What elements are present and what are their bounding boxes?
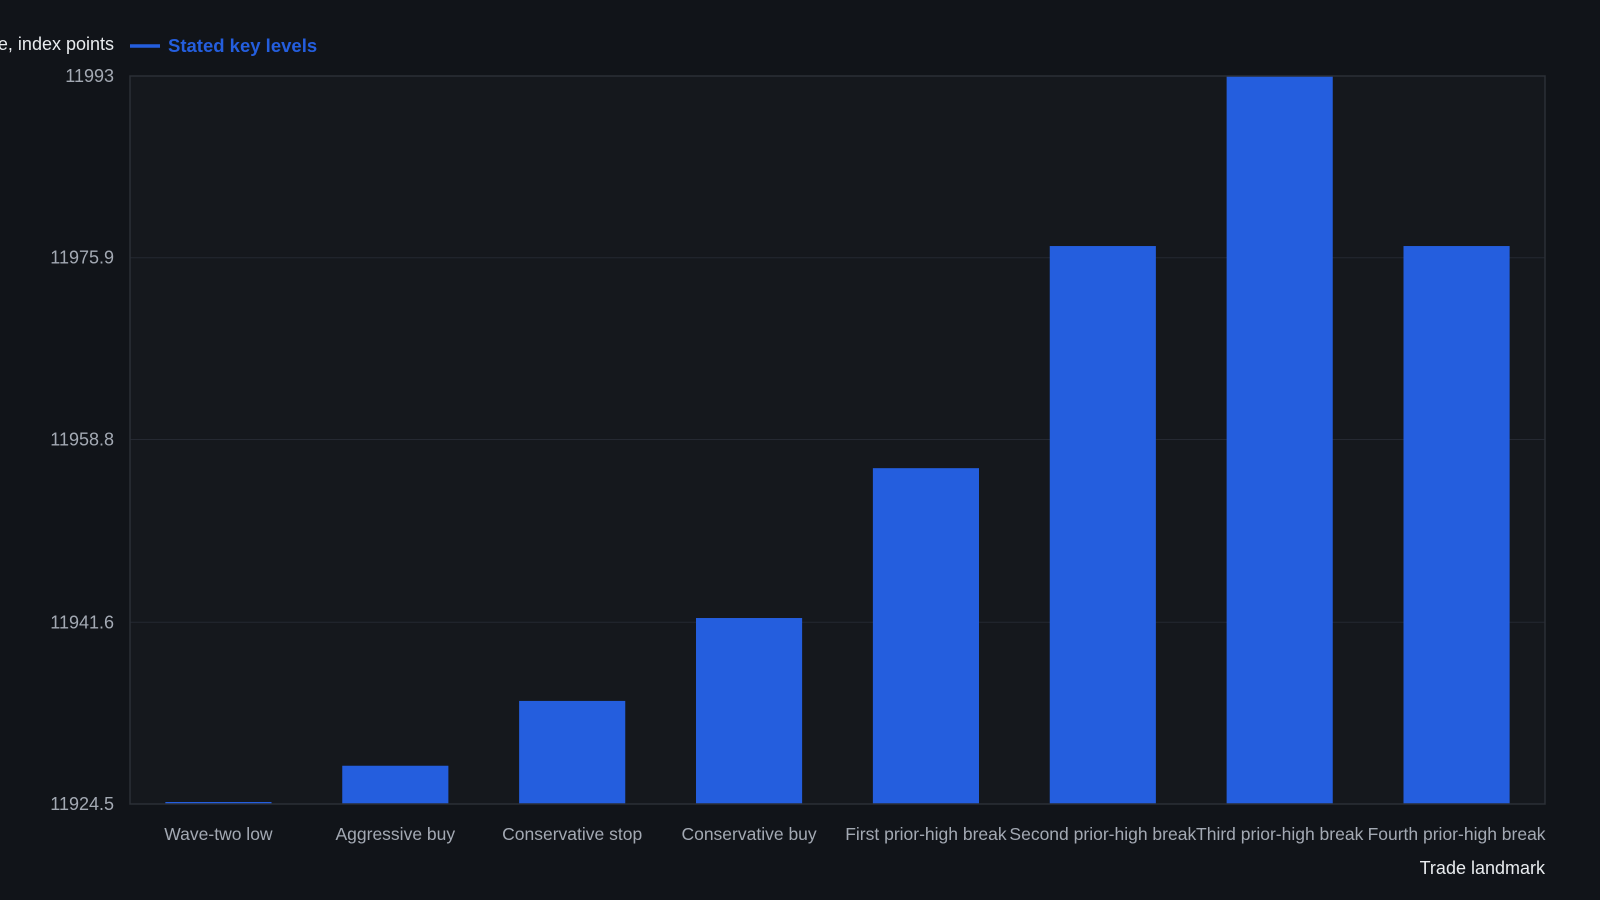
plot-area bbox=[129, 75, 1546, 805]
x-tick-label: Fourth prior-high break bbox=[1368, 824, 1546, 844]
x-tick-label: Aggressive buy bbox=[335, 824, 455, 844]
x-tick-label: Third prior-high break bbox=[1196, 824, 1364, 844]
x-axis-title: Trade landmark bbox=[1420, 858, 1546, 878]
x-tick-label: Second prior-high break bbox=[1009, 824, 1196, 844]
y-tick-label: 11924.5 bbox=[50, 794, 114, 814]
bar[interactable] bbox=[1226, 76, 1333, 804]
plot-border bbox=[129, 75, 1546, 805]
bar[interactable] bbox=[696, 618, 803, 804]
x-tick-label: Wave-two low bbox=[164, 824, 273, 844]
legend-label: Stated key levels bbox=[168, 35, 317, 56]
bar[interactable] bbox=[342, 765, 449, 804]
y-axis-tick-labels: 11924.5 11941.6 11958.8 11975.9 11993 bbox=[50, 66, 114, 814]
bar[interactable] bbox=[519, 700, 626, 804]
y-tick-label: 11941.6 bbox=[50, 612, 114, 632]
y-tick-label: 11975.9 bbox=[50, 248, 114, 268]
bar[interactable] bbox=[1049, 246, 1156, 804]
y-axis-title: Price, index points bbox=[0, 34, 114, 54]
bar[interactable] bbox=[872, 468, 979, 804]
legend[interactable]: Stated key levels bbox=[130, 35, 317, 56]
x-tick-label: Conservative buy bbox=[681, 824, 816, 844]
x-axis-tick-labels: Wave-two low Aggressive buy Conservative s… bbox=[164, 824, 1546, 844]
y-tick-label: 11958.8 bbox=[50, 429, 114, 449]
bars bbox=[165, 76, 1510, 804]
bar[interactable] bbox=[165, 802, 272, 804]
bar[interactable] bbox=[1403, 246, 1510, 804]
x-tick-label: First prior-high break bbox=[845, 824, 1007, 844]
x-tick-label: Conservative stop bbox=[502, 824, 642, 844]
y-tick-label: 11993 bbox=[65, 66, 114, 86]
